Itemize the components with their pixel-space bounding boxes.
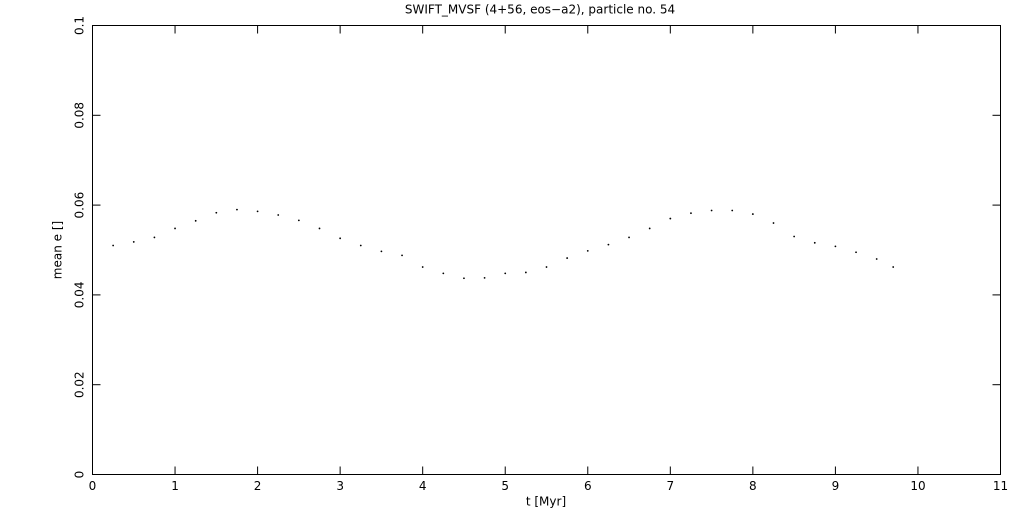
chart-title: SWIFT_MVSF (4+56, eos−a2), particle no. … — [405, 3, 675, 17]
point — [132, 241, 135, 243]
point — [669, 217, 672, 220]
point — [690, 212, 692, 215]
point — [359, 244, 362, 247]
point — [504, 272, 507, 275]
point — [855, 251, 857, 254]
point — [256, 210, 259, 213]
point — [194, 219, 197, 222]
point — [545, 266, 548, 268]
y-tick-label: 0.1 — [73, 16, 87, 35]
x-tick-label: 2 — [254, 479, 262, 493]
point — [751, 213, 754, 215]
x-tick-label: 0 — [89, 479, 97, 493]
point — [236, 208, 238, 211]
point — [607, 243, 610, 246]
point — [112, 244, 115, 247]
x-tick-label: 3 — [336, 479, 344, 493]
x-tick-label: 5 — [501, 479, 509, 493]
x-tick-label: 10 — [910, 479, 925, 493]
point — [710, 209, 713, 212]
point — [793, 235, 796, 238]
point — [297, 219, 300, 222]
y-axis-label: mean e [] — [51, 221, 65, 279]
plot-frame — [92, 25, 1001, 475]
point — [401, 254, 403, 257]
point — [318, 227, 321, 230]
x-tick-label: 9 — [832, 479, 840, 493]
point — [834, 245, 837, 248]
x-tick-label: 1 — [171, 479, 179, 493]
y-tick-label: 0 — [73, 471, 87, 479]
y-tick-label: 0.08 — [73, 102, 87, 129]
point — [277, 214, 280, 216]
y-tick-label: 0.02 — [73, 371, 87, 398]
point — [772, 222, 775, 224]
point — [174, 227, 176, 230]
point — [648, 227, 651, 230]
x-tick-label: 4 — [419, 479, 427, 493]
point — [566, 257, 569, 259]
point — [421, 266, 424, 268]
point — [215, 211, 218, 214]
point — [628, 236, 630, 239]
point — [875, 258, 878, 260]
point — [524, 271, 527, 274]
x-tick-label: 7 — [666, 479, 674, 493]
point — [339, 237, 342, 240]
x-tick-label: 8 — [749, 479, 757, 493]
point — [731, 209, 734, 212]
x-axis-label: t [Myr] — [526, 495, 566, 509]
y-tick-label: 0.06 — [73, 192, 87, 219]
point — [380, 250, 383, 253]
point — [813, 241, 816, 244]
point — [483, 276, 486, 279]
point — [892, 266, 895, 268]
x-tick-label: 11 — [993, 479, 1008, 493]
point — [586, 249, 589, 252]
x-tick-label: 6 — [584, 479, 592, 493]
point — [153, 236, 156, 239]
point — [442, 272, 445, 275]
y-tick-label: 0.04 — [73, 282, 87, 309]
point — [463, 277, 465, 280]
